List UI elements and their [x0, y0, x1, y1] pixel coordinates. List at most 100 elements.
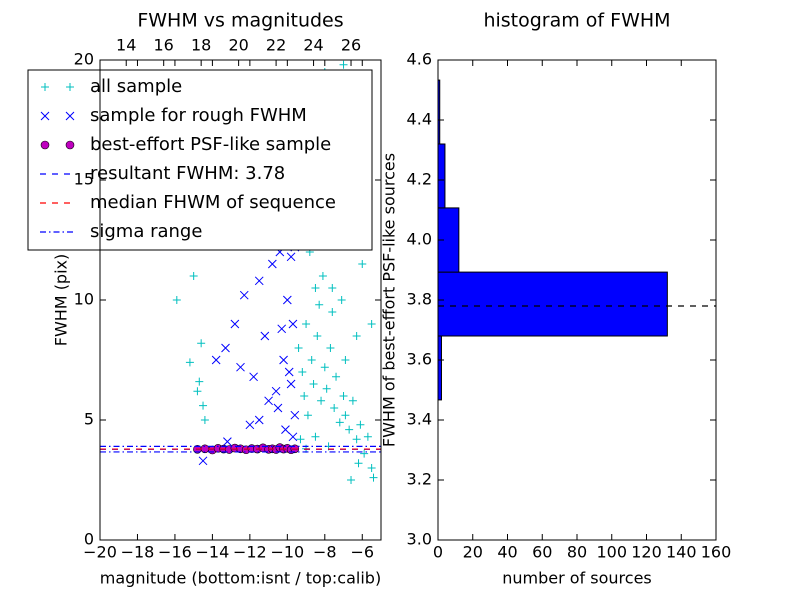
point	[341, 356, 350, 364]
x-tick-label: 40	[497, 543, 517, 562]
legend-marker	[41, 83, 49, 91]
point	[279, 355, 288, 365]
point	[288, 432, 298, 442]
point	[322, 384, 331, 393]
legend-label: sample for rough FWHM	[90, 105, 307, 126]
legend-marker	[65, 111, 75, 121]
y-tick-label: 3.2	[407, 470, 432, 489]
point	[348, 396, 357, 405]
point	[267, 259, 277, 269]
bar	[437, 335, 442, 401]
y-axis-label: FWHM (pix)	[52, 254, 71, 347]
point	[352, 332, 361, 340]
legend-marker	[40, 111, 50, 121]
y-tick-label: 20	[74, 50, 94, 69]
point	[352, 435, 361, 444]
point	[198, 456, 208, 466]
x-tick-label: −12	[233, 543, 267, 562]
y-tick-label: 4.4	[407, 110, 432, 129]
bar	[437, 271, 668, 337]
point	[193, 387, 202, 396]
point	[254, 415, 264, 425]
point	[189, 272, 198, 280]
point	[328, 284, 337, 292]
x-tick-label: 20	[463, 543, 483, 562]
point	[298, 368, 307, 376]
y-tick-label: 15	[74, 170, 94, 189]
point	[363, 432, 372, 441]
point	[271, 386, 281, 396]
x2-tick-label: 16	[154, 36, 174, 55]
point	[277, 324, 287, 334]
point	[294, 344, 303, 352]
point	[328, 308, 337, 316]
point	[311, 284, 320, 292]
y-tick-label: 4.6	[407, 50, 432, 69]
x-tick-label: −8	[313, 543, 337, 562]
x-tick-label: 120	[631, 543, 662, 562]
y-tick-label: 10	[74, 290, 94, 309]
point	[341, 411, 350, 420]
point	[356, 420, 365, 429]
x2-tick-label: 18	[191, 36, 211, 55]
x-tick-label: −6	[350, 543, 374, 562]
legend-marker	[66, 83, 74, 91]
point	[311, 432, 320, 441]
legend-marker	[40, 140, 50, 150]
point	[264, 396, 273, 406]
point	[239, 290, 249, 300]
x-tick-label: 0	[433, 543, 443, 562]
point	[282, 295, 292, 305]
point	[360, 449, 369, 458]
point	[302, 320, 311, 328]
point	[245, 420, 255, 430]
point	[313, 332, 322, 340]
y-axis-label: FWHM of best-effort PSF-like sources	[380, 153, 399, 447]
point	[172, 296, 181, 304]
point	[335, 418, 344, 427]
point	[367, 464, 376, 472]
x-tick-label: 160	[701, 543, 732, 562]
point	[303, 411, 312, 420]
point	[211, 355, 221, 365]
legend-label: resultant FWHM: 3.78	[90, 163, 285, 184]
point	[223, 437, 232, 446]
point	[318, 272, 327, 280]
x-tick-label: −18	[121, 543, 155, 562]
point	[249, 372, 258, 382]
chart-title: histogram of FWHM	[483, 10, 670, 32]
x-axis-label: magnitude (bottom:isnt / top:calib)	[100, 569, 381, 588]
x-tick-label: −20	[83, 543, 117, 562]
point	[236, 362, 245, 372]
x2-tick-label: 20	[228, 36, 248, 55]
y-tick-label: 5	[84, 410, 94, 429]
point	[197, 339, 206, 348]
y-tick-label: 4.2	[407, 170, 432, 189]
bar	[437, 143, 446, 209]
x-tick-label: −16	[158, 543, 192, 562]
x2-tick-label: 22	[266, 36, 286, 55]
point	[347, 476, 356, 484]
y-tick-label: 3.8	[407, 290, 432, 309]
point	[286, 379, 296, 389]
point	[296, 435, 305, 444]
point	[326, 344, 335, 352]
point	[284, 367, 294, 377]
legend-label: all sample	[90, 76, 182, 97]
legend-marker	[65, 140, 75, 150]
y-tick-label: 4.0	[407, 230, 432, 249]
point	[286, 252, 296, 262]
y-tick-label: 0	[84, 530, 94, 549]
y-tick-label: 3.0	[407, 530, 432, 549]
point	[260, 331, 270, 341]
point	[300, 392, 309, 400]
x-tick-label: 80	[567, 543, 587, 562]
point	[254, 276, 264, 286]
point	[337, 296, 346, 304]
point	[307, 356, 316, 364]
point	[320, 363, 329, 372]
point	[345, 425, 354, 434]
x-tick-label: −14	[196, 543, 230, 562]
legend-label: best-effort PSF-like sample	[90, 134, 331, 155]
